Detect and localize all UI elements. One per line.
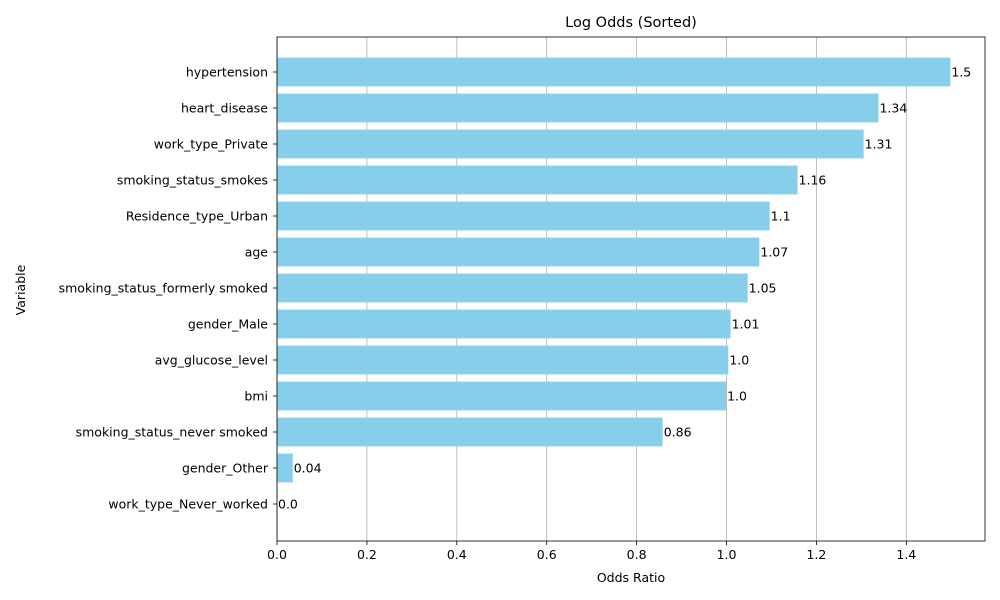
x-tick-label: 1.0 [717, 547, 737, 562]
bar [277, 381, 727, 411]
bar [277, 237, 760, 267]
chart-title: Log Odds (Sorted) [565, 15, 697, 31]
y-tick-label: gender_Other [182, 461, 269, 476]
data-labels: 1.5 1.34 1.31 1.16 1.1 1.07 1.05 1.01 1.0 1.0 0.86… [278, 65, 971, 512]
y-tick-label: work_type_Never_worked [108, 497, 268, 512]
data-label: 0.86 [664, 425, 692, 440]
y-tick-label: work_type_Private [154, 137, 269, 152]
x-tick-label: 1.2 [806, 547, 826, 562]
bars [277, 57, 951, 483]
bar [277, 93, 879, 123]
x-axis-title: Odds Ratio [597, 570, 665, 585]
plot-frame [276, 36, 986, 542]
y-axis-title: Variable [13, 264, 28, 315]
data-label: 1.31 [865, 137, 893, 152]
data-label: 1.1 [771, 209, 791, 224]
bar [277, 201, 770, 231]
y-tick-label: age [245, 245, 269, 260]
y-tick-label: bmi [244, 389, 268, 404]
y-tick-label: Residence_type_Urban [126, 209, 268, 224]
x-tick-label: 0.2 [357, 547, 377, 562]
x-tick-label: 0.6 [537, 547, 557, 562]
bar [277, 417, 663, 447]
data-label: 1.05 [749, 281, 777, 296]
y-tick-label: hypertension [186, 65, 268, 80]
y-tick-label: heart_disease [181, 101, 268, 116]
bar [277, 345, 729, 375]
y-tick-label: avg_glucose_level [155, 353, 268, 368]
x-tick-label: 0.0 [267, 547, 287, 562]
data-label: 1.0 [729, 353, 749, 368]
x-tick-label: 0.8 [627, 547, 647, 562]
bar [277, 129, 864, 159]
data-label: 1.5 [951, 65, 971, 80]
bar [277, 165, 798, 195]
data-label: 0.0 [278, 497, 298, 512]
data-label: 1.16 [799, 173, 827, 188]
y-tick-label: smoking_status_never smoked [76, 425, 268, 440]
bar [277, 57, 951, 87]
data-label: 1.34 [879, 101, 907, 116]
axes: 0.0 0.2 0.4 0.6 0.8 1.0 1.2 1.4 hypertension hear… [59, 36, 986, 562]
y-tick-label: gender_Male [188, 317, 268, 332]
x-tick-label: 0.4 [447, 547, 467, 562]
y-tick-label: smoking_status_smokes [117, 173, 268, 188]
bar [277, 273, 748, 303]
data-label: 1.0 [727, 389, 747, 404]
bar [277, 309, 731, 339]
y-tick-label: smoking_status_formerly smoked [59, 281, 268, 296]
data-label: 1.07 [760, 245, 788, 260]
data-label: 1.01 [732, 317, 760, 332]
x-tick-label: 1.4 [896, 547, 916, 562]
data-label: 0.04 [294, 461, 322, 476]
bar [277, 453, 293, 483]
